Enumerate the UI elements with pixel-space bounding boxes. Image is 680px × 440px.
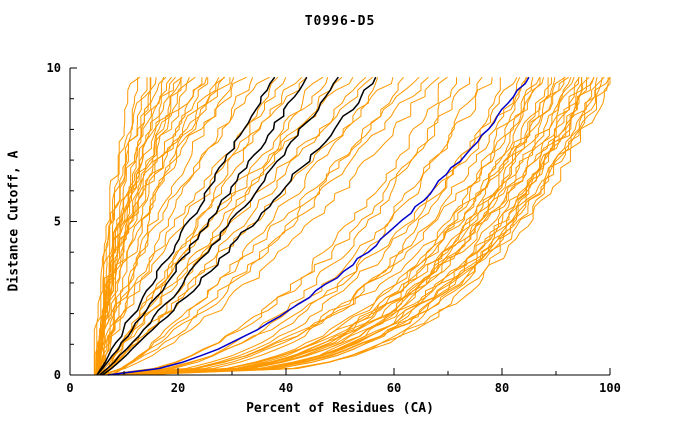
curve [118, 77, 583, 376]
curve [129, 77, 579, 376]
curve [107, 76, 530, 376]
curve [96, 77, 254, 376]
series-predictions-orange [93, 76, 611, 376]
series-highlight-blue [107, 76, 530, 376]
x-tick-label: 20 [171, 381, 185, 395]
curve [113, 77, 471, 376]
curve [96, 76, 308, 376]
curve [106, 77, 329, 376]
curve [98, 77, 182, 376]
curve [103, 77, 235, 376]
curve [98, 76, 247, 376]
curve [96, 77, 231, 375]
curve [134, 77, 556, 376]
curve [101, 76, 440, 376]
curve [106, 77, 565, 376]
axes-group [69, 67, 611, 376]
curve [121, 77, 527, 376]
curve [102, 76, 279, 376]
x-tick-label: 60 [387, 381, 401, 395]
curve [96, 76, 276, 376]
x-tick-label: 100 [599, 381, 621, 395]
curve [107, 76, 354, 376]
curve [102, 76, 448, 376]
curve [129, 77, 611, 376]
curve [110, 77, 501, 376]
curve [118, 77, 493, 376]
curve [104, 76, 429, 376]
curve [129, 76, 541, 376]
curve [126, 77, 582, 376]
y-tick-label: 5 [54, 215, 61, 229]
curve [115, 77, 603, 376]
curve [123, 76, 518, 376]
curve [123, 76, 566, 376]
curves-group [93, 76, 611, 376]
x-tick-label: 0 [66, 381, 73, 395]
curve [99, 76, 339, 376]
curve [132, 76, 611, 376]
curve [128, 77, 541, 376]
curve [122, 77, 598, 376]
curve [93, 76, 141, 375]
curve [133, 76, 580, 376]
curve [97, 77, 203, 376]
curve [105, 76, 483, 376]
x-tick-label: 40 [279, 381, 293, 395]
chart-title: T0996-D5 [304, 14, 376, 29]
x-axis-label: Percent of Residues (CA) [246, 401, 434, 416]
curve [94, 76, 167, 375]
curve [115, 76, 521, 376]
curve [108, 77, 534, 376]
series-highlight-black [96, 76, 377, 376]
curve [101, 76, 377, 376]
curve [107, 77, 457, 376]
curve [100, 76, 404, 376]
x-tick-label: 80 [495, 381, 509, 395]
y-axis-label: Distance Cutoff, A [6, 150, 22, 292]
curve [103, 77, 394, 376]
curve [100, 76, 225, 376]
y-tick-label: 10 [47, 61, 61, 75]
curve [110, 77, 379, 376]
curve [112, 76, 420, 376]
y-tick-label: 0 [54, 368, 61, 382]
curve [112, 77, 575, 376]
